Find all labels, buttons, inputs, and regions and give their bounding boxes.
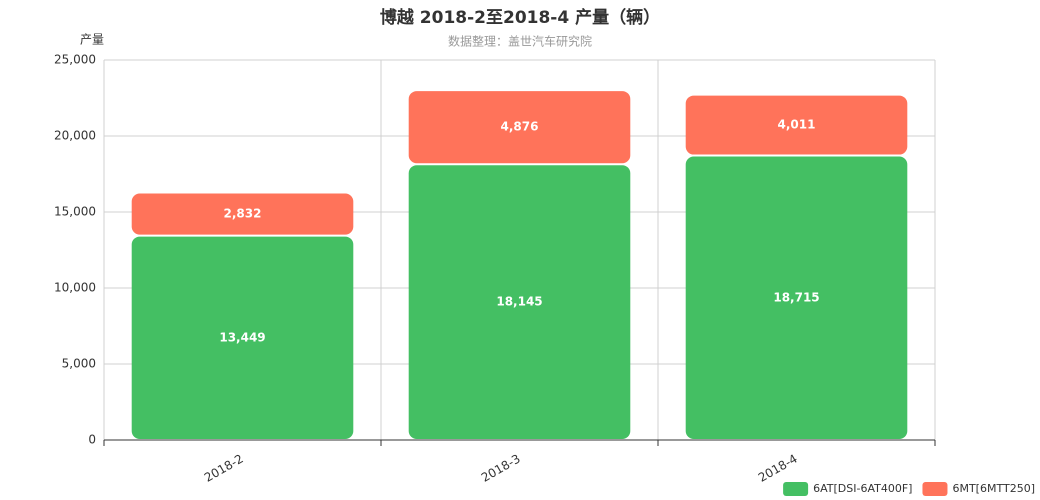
y-tick-label: 0: [88, 433, 96, 447]
x-tick-label: 2018-2: [202, 452, 246, 485]
bar-segment: [131, 193, 354, 235]
y-tick-label: 10,000: [54, 281, 96, 295]
value-label: 4,011: [778, 118, 816, 132]
legend-label: 6MT[6MTT250]: [952, 482, 1035, 495]
chart-subtitle: 数据整理：盖世汽车研究院: [448, 34, 592, 49]
x-tick-label: 2018-3: [479, 452, 523, 485]
chart-title: 博越 2018-2至2018-4 产量（辆）: [380, 7, 660, 28]
value-label: 2,832: [224, 207, 262, 221]
bar-segment: [685, 156, 908, 440]
value-label: 4,876: [501, 120, 539, 134]
legend-swatch: [783, 482, 809, 496]
x-tick-label: 2018-4: [756, 452, 800, 485]
value-label: 18,715: [773, 290, 819, 304]
y-tick-label: 20,000: [54, 129, 96, 143]
bar-segment: [131, 236, 354, 439]
value-label: 13,449: [219, 330, 265, 344]
y-tick-label: 5,000: [62, 357, 96, 371]
bar-segment: [408, 91, 631, 164]
bar-segment: [685, 95, 908, 155]
y-tick-label: 25,000: [54, 53, 96, 67]
bar-segment: [408, 165, 631, 440]
y-tick-label: 15,000: [54, 205, 96, 219]
legend-swatch: [922, 482, 948, 496]
legend-label: 6AT[DSI-6AT400F]: [813, 482, 912, 495]
value-label: 18,145: [496, 295, 542, 309]
y-axis-label: 产量: [80, 33, 104, 47]
